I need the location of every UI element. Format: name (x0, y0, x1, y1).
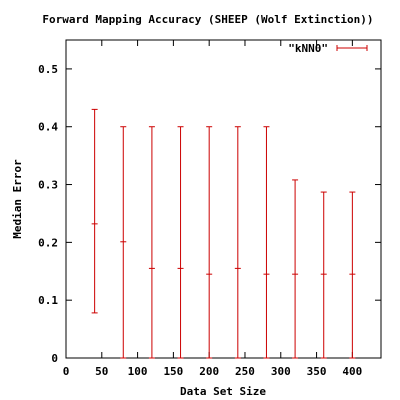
y-tick-label: 0.4 (38, 121, 58, 134)
error-bar (92, 109, 98, 313)
x-tick-label: 0 (63, 365, 70, 378)
x-axis-label: Data Set Size (180, 385, 266, 398)
error-bar (206, 127, 212, 358)
error-bar (292, 180, 298, 358)
x-tick-label: 150 (163, 365, 183, 378)
y-tick-label: 0.3 (38, 179, 58, 192)
error-bar (120, 127, 126, 358)
plot-frame (66, 40, 381, 358)
y-tick-label: 0.2 (38, 236, 58, 249)
error-bar (235, 127, 241, 358)
x-tick-label: 100 (128, 365, 148, 378)
error-bar (149, 127, 155, 358)
x-tick-label: 200 (199, 365, 219, 378)
y-tick-label: 0 (51, 352, 58, 365)
legend: "kNN0" (288, 42, 367, 55)
x-tick-label: 250 (235, 365, 255, 378)
x-tick-label: 400 (342, 365, 362, 378)
error-bars (92, 109, 356, 358)
x-tick-label: 300 (271, 365, 291, 378)
error-bar (321, 192, 327, 358)
axis-tick-labels: 0 50 100 150 200 250 300 350 400 0 0.1 0.2 0.3 0.4 0.5 (38, 63, 362, 378)
chart-title: Forward Mapping Accuracy (SHEEP (Wolf Ex… (42, 13, 373, 26)
x-tick-label: 350 (307, 365, 327, 378)
error-bar (263, 127, 269, 358)
error-bar (349, 192, 355, 358)
legend-label: "kNN0" (288, 42, 328, 55)
axis-ticks (66, 40, 381, 358)
y-tick-label: 0.1 (38, 294, 58, 307)
error-bar (178, 127, 184, 358)
y-tick-label: 0.5 (38, 63, 58, 76)
y-axis-label: Median Error (11, 159, 24, 239)
x-tick-label: 50 (95, 365, 108, 378)
